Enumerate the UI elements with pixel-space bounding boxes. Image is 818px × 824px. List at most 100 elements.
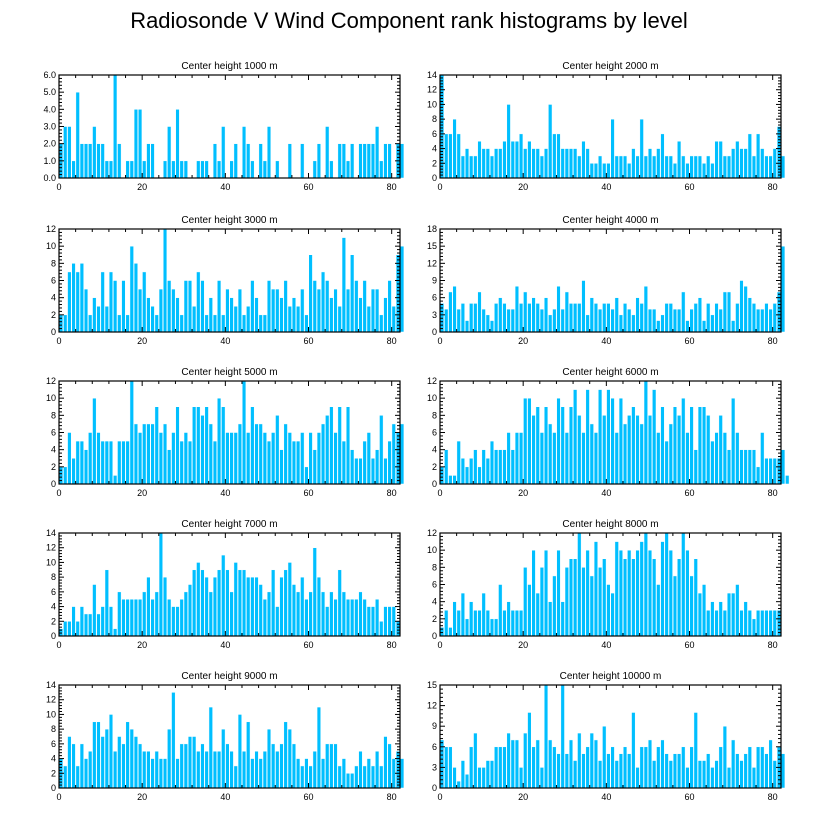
histogram-bar — [154, 750, 159, 789]
histogram-bar — [233, 143, 238, 179]
histogram-bar — [718, 308, 723, 333]
histogram-panel: Center height 5000 m 0 20 40 60 80 0 2 4 6 8 10 12 — [46, 367, 405, 498]
histogram-bar — [266, 440, 272, 485]
histogram-bar — [477, 610, 482, 637]
histogram-bar — [668, 549, 673, 637]
panel-title: Center height 8000 m — [562, 519, 658, 530]
histogram-bar — [387, 606, 392, 637]
histogram-bar — [300, 765, 305, 789]
y-tick-label: 4 — [432, 597, 437, 607]
histogram-bar — [158, 432, 163, 485]
histogram-bar — [96, 613, 101, 637]
histogram-bar — [233, 306, 238, 333]
x-tick-label: 0 — [56, 792, 61, 802]
histogram-bar — [631, 558, 636, 637]
histogram-bar — [481, 148, 486, 179]
histogram-bar — [543, 148, 549, 179]
histogram-bar — [67, 432, 72, 485]
histogram-bar — [610, 592, 615, 637]
histogram-bar — [710, 440, 715, 485]
histogram-bar — [291, 584, 297, 637]
histogram-bar — [539, 308, 544, 333]
x-tick-label: 0 — [437, 488, 442, 498]
histogram-bar — [552, 575, 557, 637]
histogram-bar — [606, 584, 611, 637]
histogram-bar — [452, 767, 457, 789]
histogram-bar — [79, 606, 84, 637]
histogram-bar — [494, 449, 499, 485]
y-tick-label: 18 — [427, 224, 437, 234]
histogram-bar — [345, 288, 351, 333]
histogram-bar — [510, 140, 515, 179]
histogram-bar — [768, 308, 773, 333]
x-tick-label: 40 — [220, 488, 230, 498]
histogram-bar — [706, 303, 711, 333]
histogram-bar — [291, 743, 297, 789]
histogram-bar — [212, 576, 218, 637]
histogram-bar — [167, 728, 172, 789]
histogram-bar — [593, 739, 599, 789]
histogram-bar — [523, 291, 528, 333]
histogram-bar — [677, 308, 682, 333]
histogram-bar — [635, 155, 640, 179]
histogram-bar — [316, 143, 321, 179]
x-tick-label: 0 — [56, 488, 61, 498]
histogram-bar — [556, 285, 561, 333]
histogram-bar — [275, 160, 280, 179]
histogram-bar — [701, 584, 707, 637]
y-tick-label: 14 — [427, 70, 437, 80]
histogram-bar — [192, 569, 197, 637]
histogram-bar — [568, 406, 574, 485]
histogram-bar — [689, 308, 694, 333]
histogram-bar — [689, 406, 694, 485]
histogram-bar — [383, 458, 388, 485]
y-tick-label: 12 — [46, 543, 56, 553]
histogram-bar — [681, 397, 686, 485]
y-tick-label: 4 — [51, 293, 56, 303]
histogram-bar — [133, 109, 139, 179]
histogram-bar — [125, 440, 130, 485]
histogram-bar — [764, 303, 769, 333]
histogram-bar — [548, 601, 553, 637]
histogram-bar — [514, 432, 520, 485]
histogram-bar — [668, 303, 673, 333]
histogram-bar — [142, 271, 147, 333]
histogram-bar — [233, 765, 238, 789]
histogram-bar — [100, 606, 105, 637]
histogram-bar — [581, 140, 586, 179]
histogram-bar — [589, 163, 594, 179]
histogram-bar — [647, 308, 653, 333]
histogram-bar — [506, 732, 511, 789]
histogram-bar — [481, 449, 486, 485]
y-tick-label: 2 — [51, 310, 56, 320]
histogram-bar — [614, 155, 619, 179]
x-tick-label: 0 — [437, 336, 442, 346]
histogram-bar — [83, 288, 89, 333]
histogram-bar — [760, 308, 765, 333]
y-tick-label: 3.0 — [43, 122, 56, 132]
histogram-bar — [308, 432, 313, 485]
histogram-bar — [320, 591, 326, 637]
histogram-bar — [693, 558, 698, 637]
plot-frame — [439, 74, 782, 179]
histogram-bar — [121, 598, 126, 637]
histogram-bar — [672, 163, 678, 179]
histogram-bar — [125, 314, 130, 333]
histogram-bar — [731, 592, 736, 637]
y-tick-label: 10 — [427, 545, 437, 555]
histogram-bar — [577, 155, 582, 179]
x-tick-label: 40 — [601, 336, 611, 346]
histogram-bar — [701, 760, 707, 789]
histogram-bar — [747, 449, 752, 485]
y-tick-label: 9 — [432, 276, 437, 286]
histogram-bar — [142, 591, 147, 637]
histogram-bar — [304, 466, 309, 485]
histogram-bar — [764, 155, 769, 179]
y-tick-label: 0 — [432, 479, 437, 489]
histogram-bar — [179, 160, 184, 179]
histogram-bar — [59, 314, 64, 333]
y-tick-label: 12 — [46, 695, 56, 705]
histogram-bar — [464, 320, 470, 333]
histogram-bar — [383, 606, 388, 637]
y-tick-label: 10 — [46, 709, 56, 719]
